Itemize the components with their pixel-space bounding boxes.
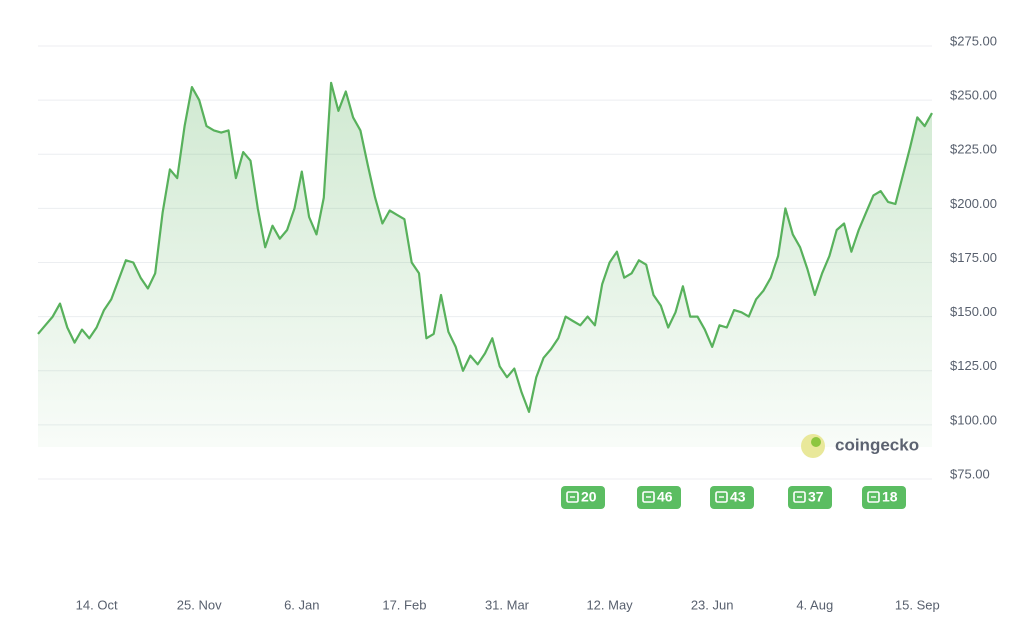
badge-icon	[566, 491, 579, 503]
watermark: coingecko	[801, 434, 919, 458]
badge-icon	[867, 491, 880, 503]
y-tick-label: $175.00	[950, 250, 997, 265]
y-tick-label: $125.00	[950, 358, 997, 373]
plot	[37, 81, 933, 448]
badge-count: 20	[581, 489, 597, 505]
badge-count: 43	[730, 489, 746, 505]
x-tick-label: 31. Mar	[485, 597, 530, 612]
x-tick-label: 6. Jan	[284, 597, 319, 612]
badge-icon	[642, 491, 655, 503]
news-badge[interactable]: 20	[561, 486, 605, 509]
badge-count: 46	[657, 489, 673, 505]
news-badge[interactable]: 46	[637, 486, 681, 509]
y-tick-label: $275.00	[950, 33, 997, 48]
y-tick-label: $225.00	[950, 142, 997, 157]
y-tick-label: $100.00	[950, 412, 997, 427]
price-line	[37, 81, 933, 413]
x-tick-label: 12. May	[586, 597, 633, 612]
x-tick-label: 17. Feb	[382, 597, 426, 612]
x-tick-label: 14. Oct	[76, 597, 118, 612]
x-tick-label: 23. Jun	[691, 597, 734, 612]
news-badge[interactable]: 18	[862, 486, 906, 509]
y-tick-label: $200.00	[950, 196, 997, 211]
x-tick-label: 25. Nov	[177, 597, 222, 612]
news-badge[interactable]: 37	[788, 486, 832, 509]
y-tick-label: $75.00	[950, 466, 990, 481]
area	[38, 82, 932, 448]
y-tick-label: $150.00	[950, 304, 997, 319]
news-badge[interactable]: 43	[710, 486, 754, 509]
watermark-text: coingecko	[835, 435, 919, 454]
badge-icon	[715, 491, 728, 503]
x-tick-label: 4. Aug	[796, 597, 833, 612]
badge-icon	[793, 491, 806, 503]
x-tick-label: 15. Sep	[895, 597, 940, 612]
badge-count: 37	[808, 489, 824, 505]
axes: $75.00 $100.00 $125.00 $150.00 $175.00 $200.0…	[76, 33, 997, 612]
y-tick-label: $250.00	[950, 88, 997, 103]
news-badges: 20 46 43 37 18	[561, 486, 906, 509]
logo-eye	[811, 437, 821, 447]
badge-count: 18	[882, 489, 898, 505]
